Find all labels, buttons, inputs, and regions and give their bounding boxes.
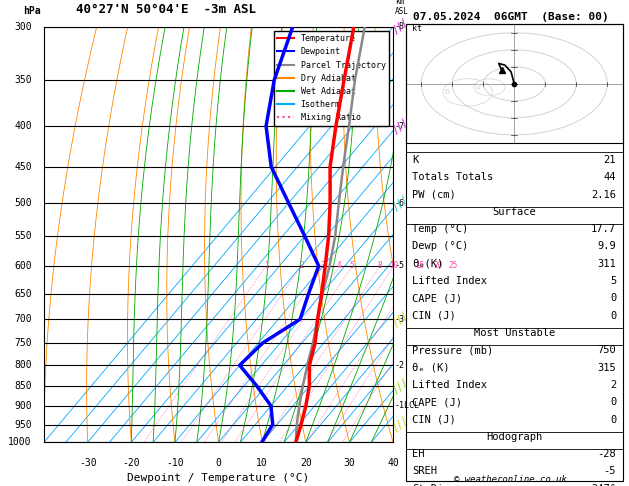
Text: PW (cm): PW (cm)	[412, 190, 456, 200]
Text: 10: 10	[389, 261, 399, 270]
Text: ///: ///	[391, 310, 411, 329]
Text: CIN (J): CIN (J)	[412, 311, 456, 321]
Text: -10: -10	[166, 458, 184, 468]
Text: ///: ///	[391, 377, 411, 396]
Text: -6: -6	[395, 199, 405, 208]
Text: CAPE (J): CAPE (J)	[412, 397, 462, 407]
Text: 21: 21	[604, 155, 616, 165]
Text: -7: -7	[395, 122, 405, 131]
Text: ///: ///	[391, 17, 411, 36]
Text: 25: 25	[448, 261, 458, 270]
Text: o: o	[476, 82, 481, 91]
Text: 40: 40	[387, 458, 399, 468]
Text: 30: 30	[343, 458, 355, 468]
Text: Most Unstable: Most Unstable	[474, 328, 555, 338]
Text: 750: 750	[598, 346, 616, 355]
Text: 350: 350	[14, 75, 32, 85]
Text: Temp (°C): Temp (°C)	[412, 224, 469, 234]
Text: 8: 8	[378, 261, 382, 270]
Text: Dewpoint / Temperature (°C): Dewpoint / Temperature (°C)	[128, 473, 309, 484]
Text: -3: -3	[395, 314, 405, 324]
Text: 1: 1	[264, 261, 269, 270]
Text: -20: -20	[123, 458, 140, 468]
Text: Totals Totals: Totals Totals	[412, 172, 494, 182]
Text: 600: 600	[14, 261, 32, 271]
Text: θₑ (K): θₑ (K)	[412, 363, 450, 373]
Text: Hodograph: Hodograph	[486, 432, 542, 442]
Text: 5: 5	[350, 261, 355, 270]
Text: 20: 20	[300, 458, 312, 468]
Text: 900: 900	[14, 401, 32, 411]
Text: 550: 550	[14, 231, 32, 241]
Text: 700: 700	[14, 314, 32, 324]
Text: 5: 5	[610, 276, 616, 286]
Text: 4: 4	[337, 261, 342, 270]
Text: 0: 0	[610, 294, 616, 303]
Text: Pressure (mb): Pressure (mb)	[412, 346, 494, 355]
Text: 1000: 1000	[8, 437, 32, 447]
Text: 0: 0	[610, 415, 616, 425]
Text: EH: EH	[412, 449, 425, 459]
Text: StmDir: StmDir	[412, 484, 450, 486]
Text: o: o	[445, 87, 450, 96]
Text: 9.9: 9.9	[598, 242, 616, 251]
Text: 15: 15	[415, 261, 424, 270]
Text: 44: 44	[604, 172, 616, 182]
Text: -1LCL: -1LCL	[395, 401, 420, 410]
Text: ///: ///	[391, 415, 411, 434]
Text: 2.16: 2.16	[591, 190, 616, 200]
Text: 650: 650	[14, 289, 32, 298]
Text: 400: 400	[14, 121, 32, 131]
Text: SREH: SREH	[412, 467, 437, 476]
Text: 315: 315	[598, 363, 616, 373]
Text: -8: -8	[395, 22, 405, 31]
Text: 20: 20	[434, 261, 443, 270]
Text: 247°: 247°	[591, 484, 616, 486]
Text: CAPE (J): CAPE (J)	[412, 294, 462, 303]
Text: 450: 450	[14, 162, 32, 172]
Text: 750: 750	[14, 338, 32, 348]
Text: © weatheronline.co.uk: © weatheronline.co.uk	[454, 474, 567, 484]
Text: 40°27'N 50°04'E  -3m ASL: 40°27'N 50°04'E -3m ASL	[76, 3, 256, 17]
Text: 0: 0	[610, 397, 616, 407]
Text: 800: 800	[14, 360, 32, 370]
Text: Lifted Index: Lifted Index	[412, 380, 487, 390]
Text: θₑ(K): θₑ(K)	[412, 259, 443, 269]
Text: 2: 2	[610, 380, 616, 390]
Text: 300: 300	[14, 22, 32, 32]
Text: CIN (J): CIN (J)	[412, 415, 456, 425]
Text: K: K	[412, 155, 418, 165]
Text: hPa: hPa	[23, 6, 41, 17]
Text: Dewp (°C): Dewp (°C)	[412, 242, 469, 251]
Text: -2: -2	[395, 361, 405, 370]
Text: 500: 500	[14, 198, 32, 208]
Text: Surface: Surface	[493, 207, 536, 217]
Text: 311: 311	[598, 259, 616, 269]
Text: -30: -30	[79, 458, 96, 468]
Text: km
ASL: km ASL	[395, 0, 409, 17]
Text: -28: -28	[598, 449, 616, 459]
Text: 07.05.2024  06GMT  (Base: 00): 07.05.2024 06GMT (Base: 00)	[413, 12, 609, 22]
Text: -5: -5	[395, 261, 405, 270]
Legend: Temperature, Dewpoint, Parcel Trajectory, Dry Adiabat, Wet Adiabat, Isotherm, Mi: Temperature, Dewpoint, Parcel Trajectory…	[274, 31, 389, 125]
Text: 17.7: 17.7	[591, 224, 616, 234]
Text: kt: kt	[412, 24, 422, 33]
Text: ///: ///	[391, 193, 411, 212]
Text: 850: 850	[14, 381, 32, 391]
Text: 2: 2	[299, 261, 304, 270]
Text: Lifted Index: Lifted Index	[412, 276, 487, 286]
Text: 10: 10	[257, 458, 268, 468]
Text: 3: 3	[321, 261, 326, 270]
Text: 950: 950	[14, 419, 32, 430]
Text: 0: 0	[216, 458, 221, 468]
Text: 0: 0	[610, 311, 616, 321]
Text: ///: ///	[391, 117, 411, 136]
Text: -5: -5	[604, 467, 616, 476]
